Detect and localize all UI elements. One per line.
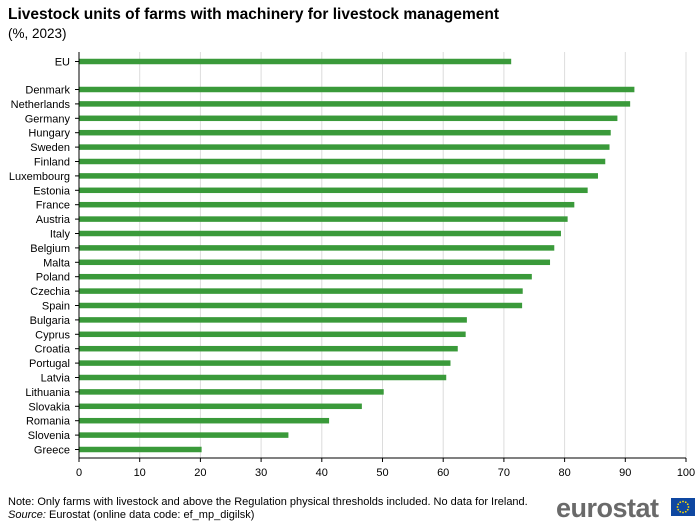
bar [79, 360, 451, 366]
bar [79, 432, 289, 438]
x-tick-label: 80 [558, 467, 570, 479]
category-label: Poland [36, 272, 70, 284]
flag-star [682, 500, 684, 503]
flag-star [676, 506, 679, 508]
category-label: Romania [26, 416, 71, 428]
category-label: Denmark [25, 85, 70, 97]
bar [79, 403, 362, 410]
flag-star [687, 506, 690, 508]
x-tick-label: 60 [437, 467, 449, 479]
bar-chart: EU Denmark Netherlands Germany Hungary Sweden… [9, 52, 695, 479]
bar [79, 187, 588, 194]
bar [79, 417, 330, 424]
bar [79, 101, 631, 107]
category-label: Netherlands [11, 99, 71, 111]
bar [79, 86, 635, 93]
category-label: Spain [42, 301, 70, 313]
bar [79, 345, 458, 352]
bar [79, 245, 555, 251]
flag-star [684, 501, 687, 504]
category-label: Latvia [41, 373, 71, 385]
source-text: Eurostat (online data code: ef_mp_digils… [45, 509, 255, 521]
logo-text: eurostat [556, 493, 659, 523]
flag-star [677, 508, 680, 511]
flag-star [677, 503, 680, 506]
x-tick-label: 90 [619, 467, 631, 479]
x-tick-label: 70 [498, 467, 510, 479]
category-label: France [36, 200, 70, 212]
x-tick-label: 20 [194, 467, 206, 479]
category-label: Bulgaria [30, 315, 71, 327]
x-tick-label: 40 [316, 467, 328, 479]
flag-star [686, 508, 689, 511]
category-label: Luxembourg [9, 171, 70, 183]
bar [79, 331, 466, 338]
flag-star [684, 510, 687, 513]
footer: Note: Only farms with livestock and abov… [8, 496, 528, 522]
bar [79, 144, 610, 150]
category-label: Slovakia [28, 401, 70, 413]
category-label: Czechia [30, 286, 71, 298]
bar [79, 230, 561, 237]
x-tick-label: 100 [677, 467, 695, 479]
eu-flag-icon [671, 498, 695, 516]
bar [79, 173, 598, 179]
category-label: EU [55, 57, 70, 69]
bar [79, 374, 447, 381]
category-label: Finland [34, 157, 70, 169]
bar [79, 58, 512, 65]
category-label: Cyprus [35, 329, 70, 341]
eurostat-logo: eurostat [556, 493, 696, 525]
flag-star [682, 511, 684, 514]
bar [79, 201, 575, 208]
source-label: Source: [8, 509, 46, 521]
category-label: Sweden [30, 142, 70, 154]
bar [79, 115, 618, 122]
bar [79, 273, 532, 280]
bar [79, 259, 551, 266]
bar [79, 446, 202, 453]
chart-subtitle: (%, 2023) [8, 26, 67, 41]
bar [79, 158, 606, 165]
category-label: Austria [36, 214, 71, 226]
chart-title: Livestock units of farms with machinery … [8, 6, 499, 23]
category-label: Slovenia [28, 430, 71, 442]
category-label: Greece [34, 445, 70, 457]
bar [79, 129, 611, 136]
flag-star [686, 503, 689, 506]
bar [79, 317, 467, 323]
footer-source: Source: Eurostat (online data code: ef_m… [8, 509, 528, 522]
category-label: Portugal [29, 358, 70, 370]
x-tick-label: 30 [255, 467, 267, 479]
bar [79, 302, 523, 309]
x-tick-label: 50 [376, 467, 388, 479]
bar [79, 288, 523, 294]
category-label: Germany [25, 113, 71, 125]
footer-note: Note: Only farms with livestock and abov… [8, 496, 528, 508]
x-tick-label: 10 [134, 467, 146, 479]
x-tick-label: 0 [76, 467, 82, 479]
category-label: Belgium [30, 243, 70, 255]
flag-star [679, 501, 682, 504]
category-label: Lithuania [25, 387, 71, 399]
category-label: Italy [50, 229, 71, 241]
category-label: Hungary [28, 128, 70, 140]
category-label: Estonia [33, 185, 71, 197]
bar [79, 216, 568, 222]
flag-star [679, 510, 682, 513]
category-label: Malta [43, 257, 71, 269]
bar [79, 389, 384, 395]
category-label: Croatia [35, 344, 71, 356]
